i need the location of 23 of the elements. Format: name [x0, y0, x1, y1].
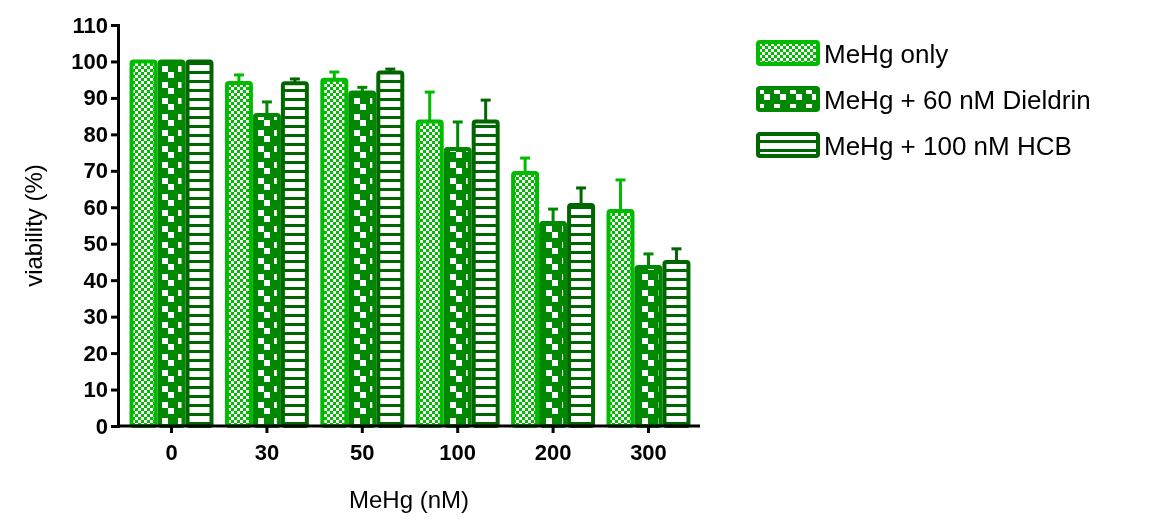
- x-tick-label: 30: [254, 440, 280, 466]
- legend-label: MeHg + 100 nM HCB: [824, 131, 1072, 161]
- y-tick-label: 90: [83, 85, 108, 111]
- x-tick-label: 50: [350, 440, 375, 466]
- y-tick-label: 50: [83, 231, 108, 257]
- y-tick-label: 100: [71, 48, 108, 74]
- y-tick-label: 80: [83, 121, 108, 147]
- y-tick-label: 40: [83, 267, 108, 293]
- x-tick-label: 200: [534, 440, 572, 466]
- x-axis-title: MeHg (nM): [348, 486, 470, 513]
- y-axis-title: viability (%): [20, 164, 47, 287]
- legend-label: MeHg only: [824, 39, 949, 69]
- y-tick-label: 20: [83, 340, 108, 366]
- y-tick-label: 110: [72, 12, 108, 38]
- x-tick-label: 300: [630, 440, 667, 466]
- x-tick-label: 0: [165, 440, 178, 466]
- y-tick-label: 10: [83, 377, 108, 403]
- x-tick-label: 100: [439, 440, 477, 466]
- y-tick-label: 30: [83, 304, 108, 330]
- y-tick-label: 70: [83, 158, 108, 184]
- y-tick-label: 0: [95, 413, 108, 439]
- legend-label: MeHg + 60 nM Dieldrin: [824, 85, 1091, 115]
- y-tick-label: 60: [83, 194, 108, 220]
